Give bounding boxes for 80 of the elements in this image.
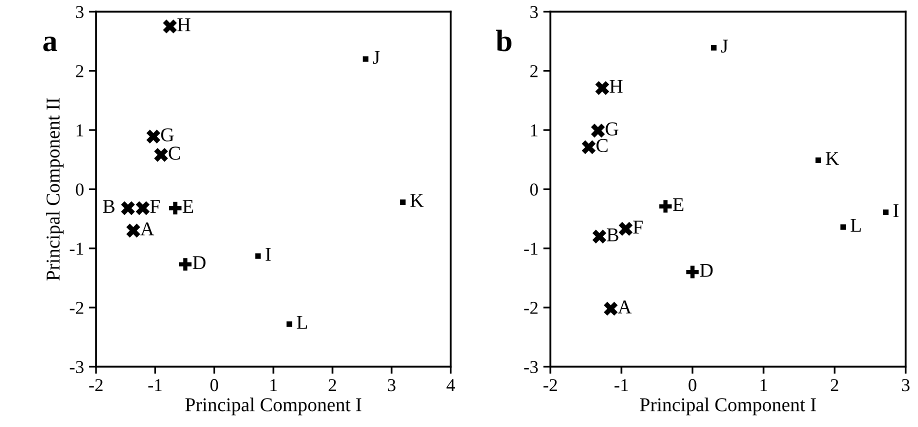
x-tick-label: -2: [89, 379, 103, 392]
point: [154, 148, 168, 162]
x-tick-label: 2: [830, 379, 838, 392]
y-axis-title: Principal Component II: [46, 98, 64, 280]
annotation: B: [103, 200, 114, 213]
point: [618, 222, 633, 236]
annotation: F: [633, 220, 643, 234]
point: [400, 199, 406, 205]
point: [595, 81, 610, 95]
annotation: E: [182, 200, 194, 213]
annotation: F: [150, 200, 160, 213]
annotation: C: [596, 138, 608, 152]
x-tick-label: 3: [388, 379, 396, 392]
annotation: K: [826, 152, 840, 165]
y-tick-label: -1: [524, 242, 538, 255]
annotation: B: [606, 228, 618, 242]
point: [255, 253, 261, 259]
point: [591, 124, 605, 138]
point: [816, 157, 822, 163]
y-tick-label: 3: [530, 6, 538, 18]
point: [883, 210, 889, 216]
y-tick-label: 1: [531, 124, 538, 136]
y-tick-label: -1: [70, 242, 84, 255]
point: [582, 140, 596, 154]
x-tick-label: 1: [270, 379, 277, 392]
annotation: G: [161, 128, 174, 142]
point: [179, 258, 192, 271]
annotation: A: [618, 300, 632, 314]
y-tick-label: 0: [76, 183, 84, 196]
annotation: K: [410, 194, 424, 207]
point: [146, 130, 160, 144]
point: [162, 20, 177, 34]
text: a: [43, 36, 58, 52]
annotation: G: [606, 122, 618, 136]
annotation: J: [372, 50, 380, 64]
x-tick-label: 1: [760, 379, 767, 392]
point: [362, 56, 368, 62]
x-tick-label: 3: [902, 379, 910, 392]
x-tick-label: 4: [446, 379, 455, 392]
point: [286, 321, 292, 327]
annotation: H: [610, 80, 623, 93]
annotation: I: [266, 248, 271, 261]
point: [121, 201, 135, 216]
point: [659, 200, 672, 213]
point: [592, 230, 606, 244]
annotation: J: [721, 40, 728, 53]
point: [711, 45, 717, 51]
point: [686, 266, 699, 278]
x-tick-label: 0: [688, 379, 696, 392]
annotation: A: [140, 222, 154, 236]
x-tick-label: -1: [148, 379, 162, 392]
annotation: E: [672, 198, 684, 212]
y-tick-label: -3: [524, 361, 538, 374]
y-tick-label: 1: [76, 124, 84, 136]
annotation: L: [850, 219, 861, 232]
x-axis-title: Principal Component I: [640, 398, 816, 416]
point: [126, 224, 140, 238]
chart-title: b: [496, 30, 512, 52]
y-tick-label: 3: [76, 6, 84, 18]
point: [136, 201, 150, 216]
x-tick-label: -1: [614, 379, 628, 392]
x-tick-label: -2: [543, 379, 557, 392]
y-tick-label: -3: [70, 361, 84, 374]
y-tick-label: 2: [530, 65, 538, 78]
y-tick-label: -2: [524, 302, 538, 314]
y-tick-label: -2: [70, 302, 84, 314]
annotation: D: [192, 256, 206, 270]
annotation: D: [700, 264, 713, 277]
point: [840, 224, 846, 230]
annotation: H: [177, 18, 190, 32]
point: [604, 302, 618, 316]
y-tick-label: 2: [76, 65, 84, 78]
x-tick-label: 0: [210, 379, 218, 392]
annotation: C: [168, 146, 180, 160]
annotation: I: [893, 204, 899, 217]
x-axis-title: Principal Component I: [185, 398, 362, 416]
annotation: L: [296, 316, 307, 329]
x-tick-label: 2: [328, 379, 336, 392]
y-tick-label: 0: [530, 183, 538, 196]
point: [168, 202, 182, 214]
